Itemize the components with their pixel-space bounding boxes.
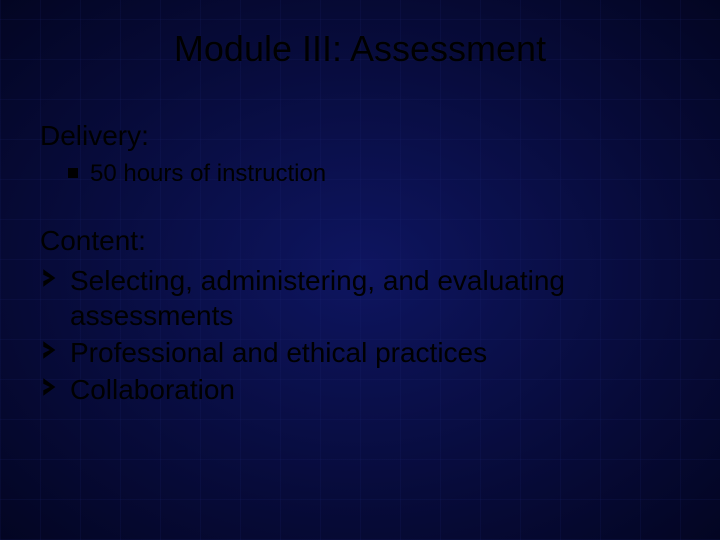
slide-body: Delivery: 50 hours of instruction Conten… — [40, 120, 680, 409]
list-item-text: 50 hours of instruction — [90, 160, 326, 187]
delivery-list: 50 hours of instruction — [40, 158, 680, 189]
content-list: Selecting, administering, and evaluating… — [40, 263, 680, 407]
list-item-text: Selecting, administering, and evaluating… — [70, 265, 565, 331]
slide-title: Module III: Assessment — [0, 28, 720, 70]
list-item: 50 hours of instruction — [68, 158, 680, 189]
list-item: Collaboration — [40, 372, 680, 407]
square-bullet-icon — [68, 168, 78, 178]
list-item: Selecting, administering, and evaluating… — [40, 263, 680, 333]
arrow-bullet-icon — [40, 339, 62, 361]
section-heading-delivery: Delivery: — [40, 120, 680, 152]
list-item-text: Collaboration — [70, 374, 235, 405]
arrow-bullet-icon — [40, 267, 62, 289]
list-item-text: Professional and ethical practices — [70, 337, 487, 368]
section-heading-content: Content: — [40, 225, 680, 257]
slide: Module III: Assessment Delivery: 50 hour… — [0, 0, 720, 540]
arrow-bullet-icon — [40, 376, 62, 398]
list-item: Professional and ethical practices — [40, 335, 680, 370]
